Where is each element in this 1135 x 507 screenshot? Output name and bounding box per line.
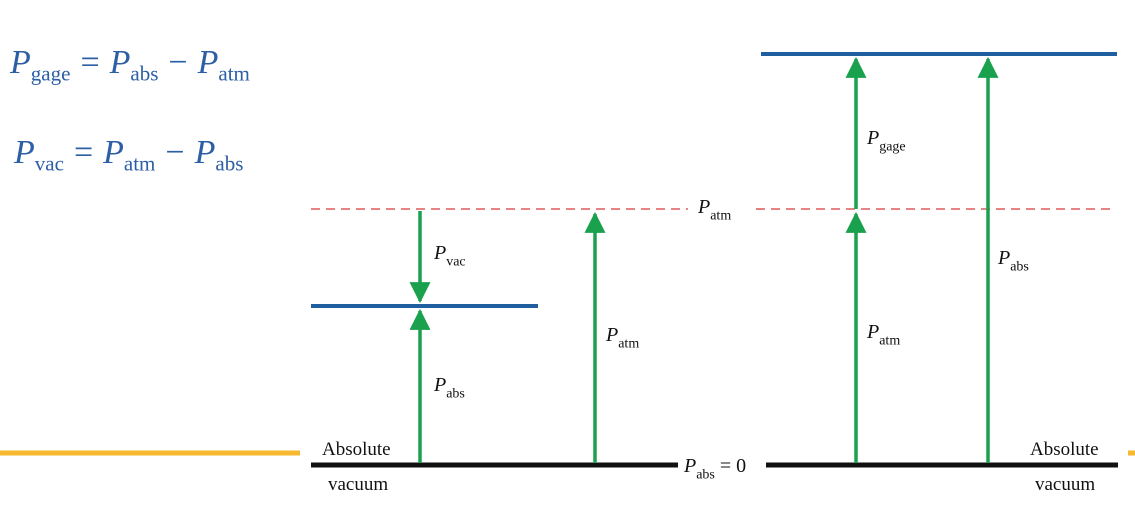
label-patm-line: Patm [698, 196, 732, 224]
label-patm-right: Patm [867, 321, 901, 349]
eq-vac-term-a-sub: atm [123, 151, 156, 176]
label-pabs-zero: Pabs = 0 [684, 455, 747, 483]
label-pabs-left: Pabs [434, 374, 465, 402]
eq-gage-term-a: P [109, 44, 131, 81]
eq-gage-lhs-sub: gage [30, 61, 71, 86]
eq-vac-equals: = [73, 134, 94, 171]
eq-gage-term-a-sub: abs [130, 61, 159, 86]
eq-gage-lhs: P [10, 44, 31, 81]
absolute-left-label: Absolute [322, 439, 391, 460]
absolute-right-label: Absolute [1030, 439, 1099, 460]
label-pvac: Pvac [434, 242, 466, 270]
eq-vac-term-b: P [194, 134, 216, 171]
eq-vac-term-a: P [103, 134, 124, 171]
label-pabs-right: Pabs [998, 247, 1029, 275]
vacuum-left-label: vacuum [328, 474, 389, 495]
eq-gage-minus: − [168, 44, 188, 81]
label-patm-mid: Patm [606, 324, 640, 352]
equation-gage: Pgage = Pabs − Patm [10, 46, 250, 84]
eq-gage-equals: = [80, 44, 100, 81]
vacuum-right-label: vacuum [1035, 474, 1096, 495]
label-pgage: Pgage [867, 127, 906, 155]
eq-vac-lhs: P [14, 134, 35, 171]
eq-vac-lhs-sub: vac [34, 151, 64, 176]
eq-vac-term-b-sub: abs [215, 151, 244, 176]
equation-vac: Pvac = Patm − Pabs [14, 136, 243, 174]
eq-gage-term-b-sub: atm [218, 61, 250, 86]
eq-gage-term-b: P [197, 44, 219, 81]
eq-vac-minus: − [165, 134, 185, 171]
